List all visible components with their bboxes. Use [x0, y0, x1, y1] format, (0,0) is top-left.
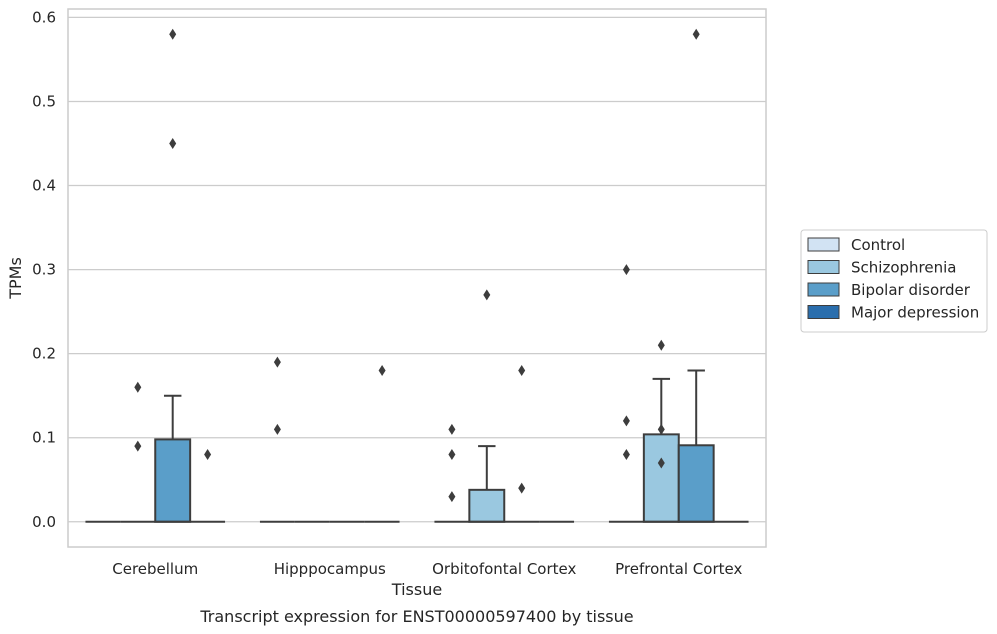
box-3-2	[468, 289, 506, 523]
grid-lines	[68, 16, 766, 523]
outlier-point	[657, 457, 665, 469]
x-tick-label: Prefrontal Cortex	[615, 560, 742, 578]
outlier-point	[273, 356, 281, 368]
chart-caption: Transcript expression for ENST0000059740…	[199, 607, 633, 626]
y-tick-label: 0.2	[32, 345, 56, 363]
outlier-point	[134, 440, 142, 452]
box-body	[642, 433, 680, 523]
legend-swatch	[807, 305, 840, 319]
legend-label: Control	[851, 236, 905, 254]
outlier-point	[448, 423, 456, 435]
legend-label: Bipolar disorder	[851, 281, 971, 299]
outlier-point	[518, 364, 526, 376]
x-axis-label: Tissue	[391, 580, 442, 599]
box-body	[154, 438, 192, 523]
outlier-point	[483, 289, 491, 301]
legend-label: Major depression	[851, 304, 979, 322]
x-tick-label: Hipppocampus	[274, 560, 386, 578]
box-4-3	[677, 28, 715, 523]
box-body	[677, 444, 715, 523]
box-body	[468, 488, 506, 523]
legend: Control Schizophrenia Bipolar disorder Majo…	[800, 229, 988, 333]
y-tick-label: 0.3	[32, 261, 56, 279]
x-tick-label: Cerebellum	[112, 560, 198, 578]
x-tick-labels: Cerebellum Hipppocampus Orbitofontal Corte…	[112, 560, 742, 578]
box-2-1	[259, 356, 295, 523]
legend-frame	[800, 229, 988, 333]
outlier-point	[692, 28, 700, 40]
y-axis-label: TPMs	[6, 257, 25, 300]
y-tick-label: 0.0	[32, 513, 56, 531]
y-tick-label: 0.4	[32, 177, 56, 195]
box-4-1	[608, 264, 644, 523]
legend-label: Schizophrenia	[851, 259, 956, 277]
outlier-point	[204, 449, 212, 461]
box-1-4	[190, 449, 226, 523]
legend-swatch	[807, 260, 840, 274]
outlier-point	[657, 423, 665, 435]
outlier-point	[448, 449, 456, 461]
legend-swatch	[807, 237, 840, 252]
box-2-4	[364, 364, 400, 523]
outlier-point	[622, 449, 630, 461]
box-4-2	[642, 339, 680, 523]
box-3-1	[434, 423, 470, 523]
legend-swatch	[807, 282, 840, 297]
outlier-point	[273, 423, 281, 435]
y-tick-label: 0.6	[32, 8, 56, 26]
y-tick-labels: 0.0 0.1 0.2 0.3 0.4 0.5 0.6	[32, 8, 56, 530]
box-series	[85, 28, 749, 523]
outlier-point	[134, 381, 142, 393]
x-tick-label: Orbitofontal Cortex	[432, 560, 576, 578]
plot-frame	[67, 8, 767, 548]
outlier-point	[448, 491, 456, 503]
outlier-point	[169, 28, 177, 40]
outlier-point	[657, 339, 665, 351]
outlier-point	[169, 138, 177, 149]
box-3-3	[504, 364, 540, 523]
outlier-point	[518, 482, 526, 494]
outlier-point	[378, 364, 386, 376]
outlier-point	[622, 264, 630, 276]
box-1-3	[154, 28, 192, 523]
box-1-2	[120, 381, 156, 523]
y-tick-label: 0.5	[32, 92, 56, 110]
y-tick-label: 0.1	[32, 429, 56, 447]
outlier-point	[622, 415, 630, 427]
